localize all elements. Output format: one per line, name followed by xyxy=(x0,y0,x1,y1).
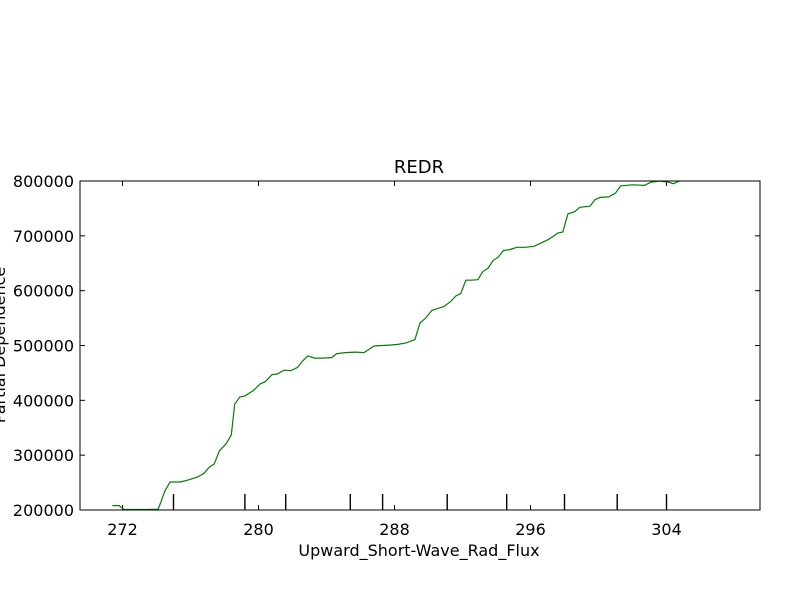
y-tick-label: 600000 xyxy=(13,282,74,301)
x-axis-title: Upward_Short-Wave_Rad_Flux xyxy=(298,541,539,561)
x-tick-label: 280 xyxy=(243,520,274,539)
x-tick-labels: 272 280 288 296 304 xyxy=(107,520,682,539)
x-tick-label: 304 xyxy=(651,520,682,539)
y-tick-label: 200000 xyxy=(13,501,74,520)
chart-title: REDR xyxy=(394,157,444,178)
series-line xyxy=(112,181,681,510)
y-tick-label: 700000 xyxy=(13,227,74,246)
rug-marks xyxy=(172,494,668,510)
plot-frame xyxy=(79,180,761,511)
y-axis-title: Partial Dependence xyxy=(0,267,9,423)
y-tick-labels: 200000 300000 400000 500000 600000 700000 8000… xyxy=(13,172,74,520)
y-tick-label: 300000 xyxy=(13,446,74,465)
axis-ticks xyxy=(80,180,760,511)
y-tick-label: 800000 xyxy=(13,172,74,191)
y-tick-label: 500000 xyxy=(13,337,74,356)
y-tick-label: 400000 xyxy=(13,391,74,410)
x-tick-label: 288 xyxy=(379,520,410,539)
x-tick-label: 296 xyxy=(515,520,546,539)
x-tick-label: 272 xyxy=(107,520,138,539)
